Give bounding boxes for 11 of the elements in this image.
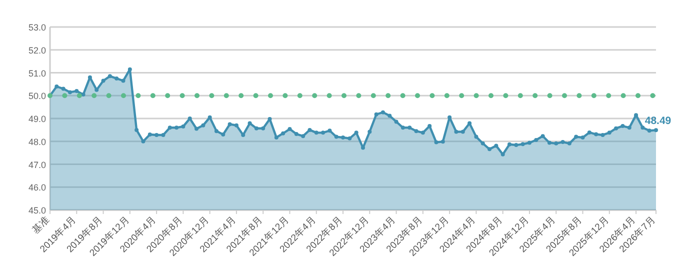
y-tick-label: 52.0	[28, 45, 46, 56]
y-tick-label: 51.0	[28, 68, 46, 78]
y-tick-label: 50.0	[28, 91, 46, 102]
y-tick-label: 53.0	[28, 22, 46, 32]
y-tick-label: 45.0	[28, 206, 46, 216]
x-tick-label: 基准	[29, 214, 52, 236]
y-tick-label: 48.0	[28, 136, 46, 147]
data-label: 48.49	[644, 115, 672, 128]
y-tick-label: 46.0	[28, 182, 46, 193]
y-tick-label: 49.0	[28, 114, 46, 124]
y-tick-label: 47.0	[28, 160, 46, 170]
